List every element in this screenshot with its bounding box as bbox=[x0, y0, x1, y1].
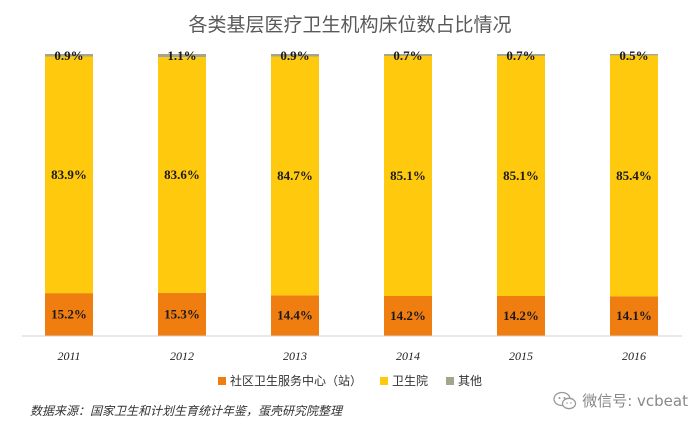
data-label-other-2015: 0.7% bbox=[506, 48, 535, 63]
data-label-other-2012: 1.1% bbox=[167, 48, 196, 63]
bar-community-2015 bbox=[497, 295, 545, 336]
data-label-township-2015: 85.1% bbox=[503, 168, 539, 183]
x-tick-label-2015: 2015 bbox=[509, 349, 533, 363]
data-label-township-2016: 85.4% bbox=[616, 168, 652, 183]
legend-swatch-township bbox=[379, 376, 388, 385]
data-label-community-2011: 15.2% bbox=[51, 307, 87, 322]
watermark-text: 微信号: vcbeat bbox=[582, 392, 688, 410]
data-label-township-2013: 84.7% bbox=[277, 168, 313, 183]
legend-label-other: 其他 bbox=[458, 374, 483, 388]
legend-swatch-community bbox=[217, 376, 226, 385]
bar-community-2012 bbox=[158, 292, 206, 336]
legend-swatch-other bbox=[446, 376, 454, 385]
x-tick-label-2013: 2013 bbox=[283, 349, 307, 363]
data-label-other-2011: 0.9% bbox=[54, 48, 83, 63]
legend-item-township: 卫生院 bbox=[379, 372, 428, 389]
chart-title: 各类基层医疗卫生机构床位数占比情况 bbox=[188, 14, 512, 36]
bar-other-2014 bbox=[384, 54, 432, 56]
labels-group: 15.2% 83.9% 0.9% 15.3% 83.6% 1.1% 14.4% 84.7% 0.… bbox=[51, 48, 652, 323]
data-label-other-2016: 0.5% bbox=[619, 48, 648, 63]
source-note: 数据来源：国家卫生和计划生育统计年鉴，蛋壳研究院整理 bbox=[30, 404, 343, 418]
legend-label-community: 社区卫生服务中心（站） bbox=[229, 374, 362, 388]
bar-community-2013 bbox=[271, 295, 319, 336]
bar-township-2014 bbox=[384, 55, 432, 296]
bar-other-2011 bbox=[45, 54, 93, 57]
x-tick-label-2012: 2012 bbox=[170, 349, 194, 363]
x-tick-label-2014: 2014 bbox=[396, 349, 420, 363]
x-tick-label-2016: 2016 bbox=[622, 349, 646, 363]
bar-other-2016 bbox=[610, 54, 658, 56]
x-tick-label-2011: 2011 bbox=[57, 349, 80, 363]
bar-township-2011 bbox=[45, 56, 93, 294]
legend: 社区卫生服务中心（站） 卫生院 其他 bbox=[0, 372, 700, 389]
data-label-township-2014: 85.1% bbox=[390, 168, 426, 183]
bar-community-2014 bbox=[384, 295, 432, 336]
bar-other-2015 bbox=[497, 54, 545, 56]
data-label-township-2012: 83.6% bbox=[164, 167, 200, 182]
bar-community-2011 bbox=[45, 293, 93, 336]
legend-item-community: 社区卫生服务中心（站） bbox=[217, 372, 362, 389]
bar-township-2015 bbox=[497, 55, 545, 296]
bar-other-2013 bbox=[271, 54, 319, 57]
data-label-community-2014: 14.2% bbox=[390, 308, 426, 323]
data-label-community-2016: 14.1% bbox=[616, 308, 652, 323]
data-label-township-2011: 83.9% bbox=[51, 167, 87, 182]
x-axis-ticks: 2011 2012 2013 2014 2015 2016 bbox=[57, 349, 646, 363]
data-label-other-2014: 0.7% bbox=[393, 48, 422, 63]
bar-township-2013 bbox=[271, 56, 319, 296]
bar-township-2016 bbox=[610, 55, 658, 297]
legend-label-township: 卫生院 bbox=[391, 374, 428, 388]
legend-item-other: 其他 bbox=[446, 372, 482, 389]
data-label-community-2013: 14.4% bbox=[277, 308, 313, 323]
bar-township-2012 bbox=[158, 57, 206, 293]
wechat-icon bbox=[553, 391, 577, 409]
data-label-other-2013: 0.9% bbox=[280, 48, 309, 63]
data-label-community-2012: 15.3% bbox=[164, 306, 200, 321]
bar-community-2016 bbox=[610, 296, 658, 336]
data-label-community-2015: 14.2% bbox=[503, 308, 539, 323]
watermark: 微信号: vcbeat bbox=[553, 390, 688, 411]
bars-group bbox=[45, 54, 658, 336]
bar-other-2012 bbox=[158, 54, 206, 58]
